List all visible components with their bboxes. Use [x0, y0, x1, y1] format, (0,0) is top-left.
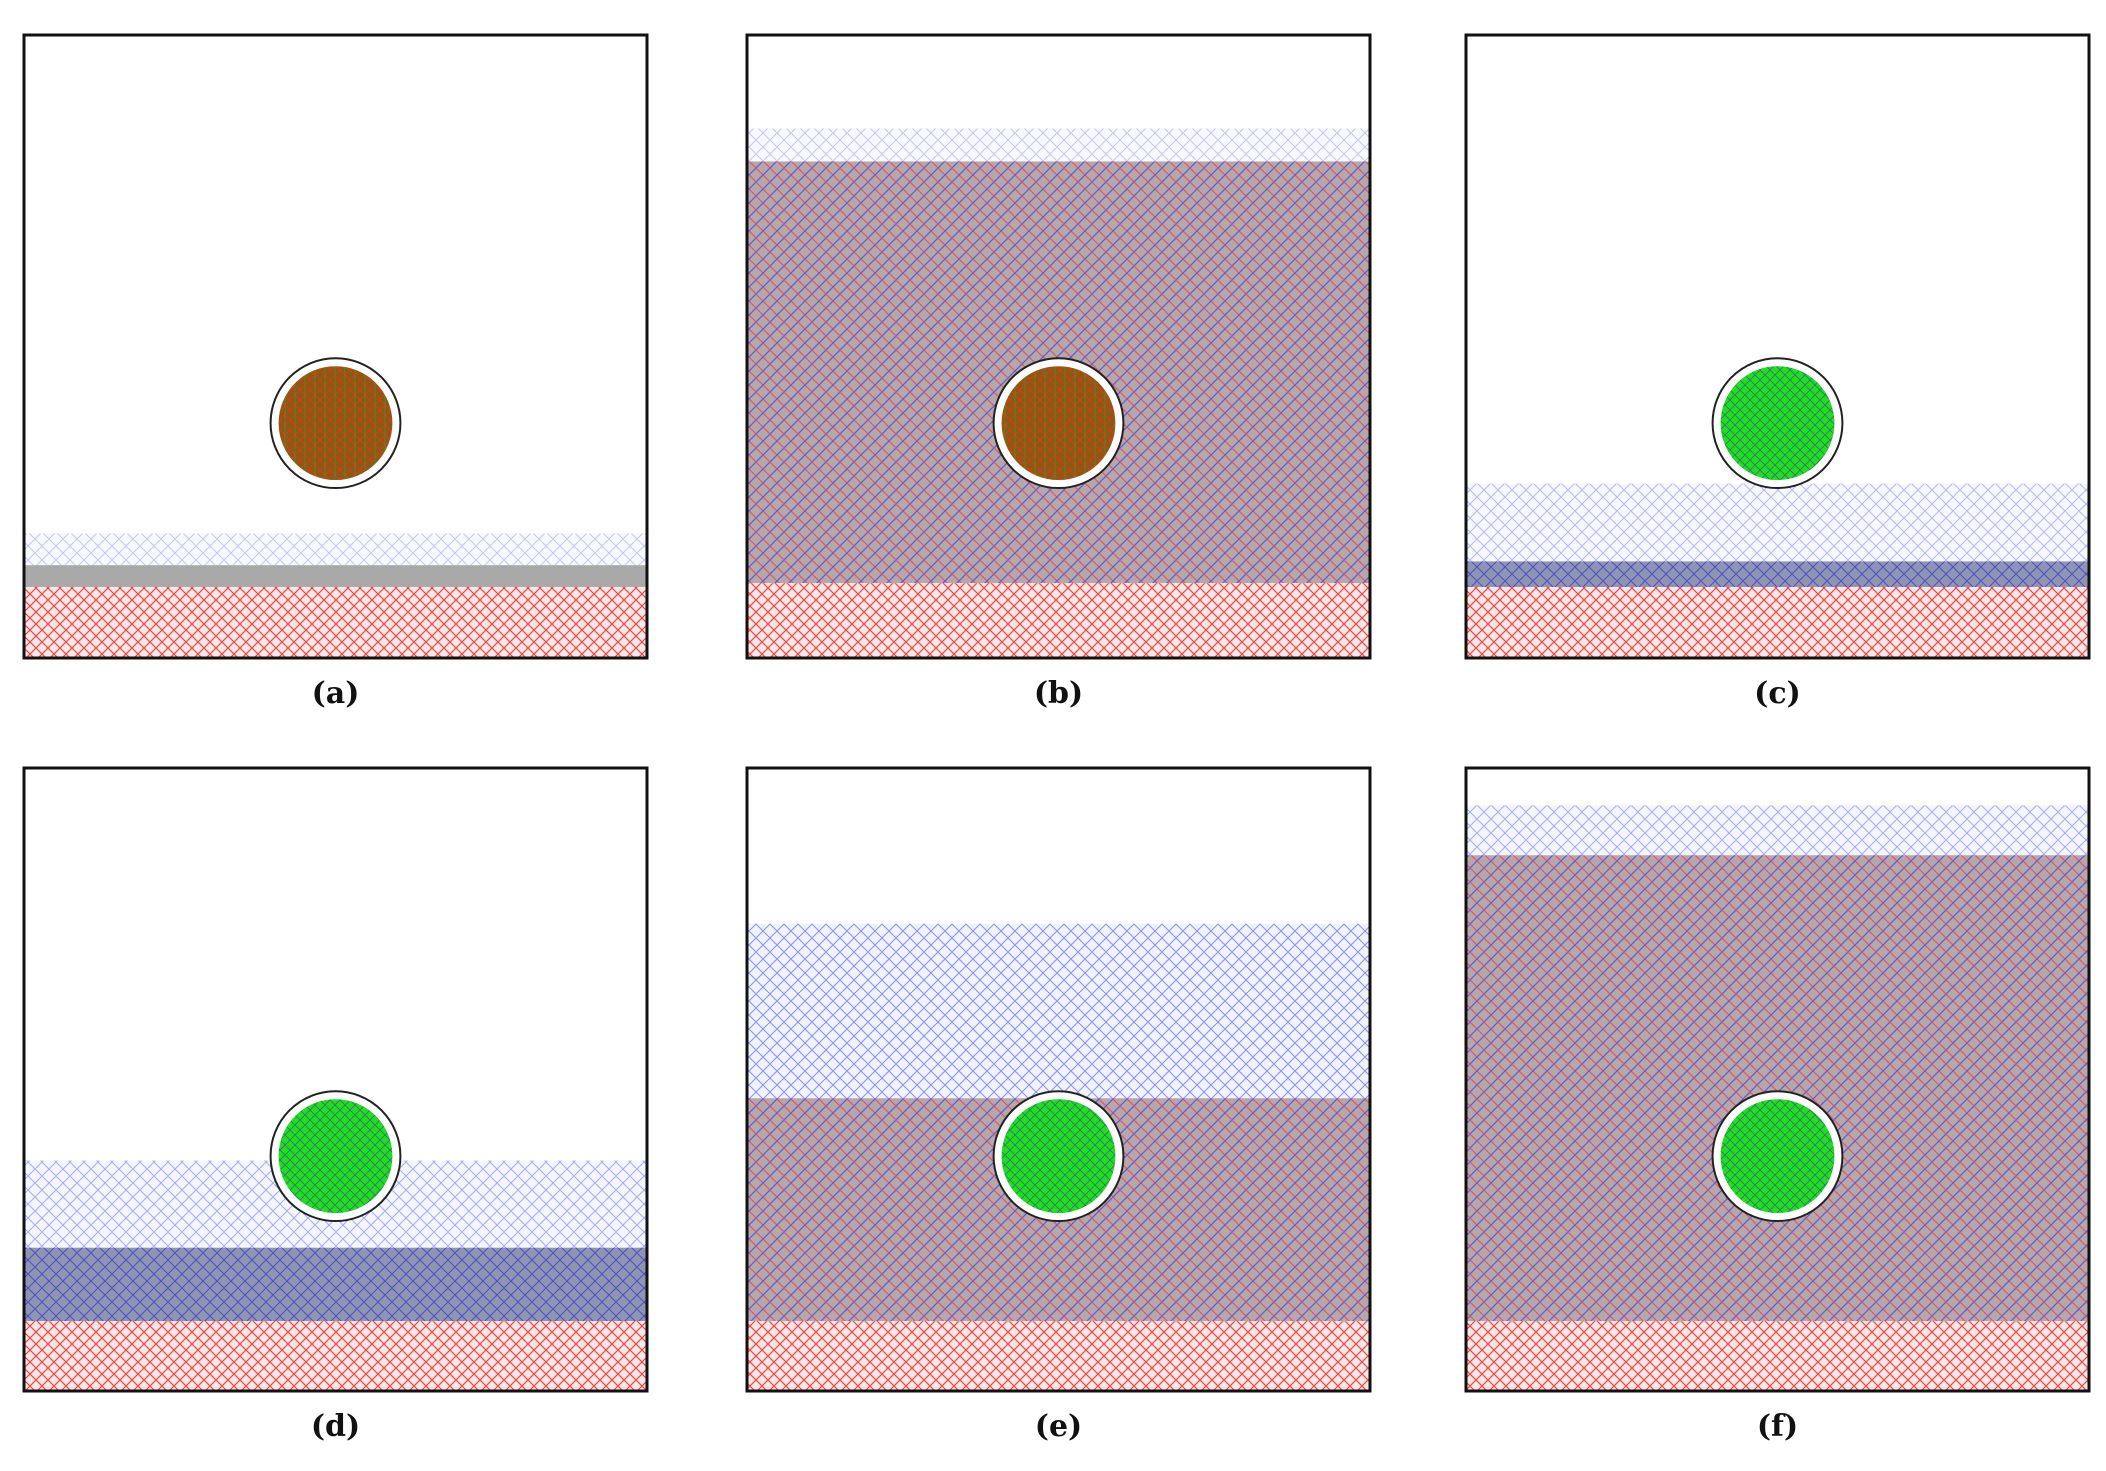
- panel-frame: [1464, 33, 2091, 660]
- panel: (f): [1464, 766, 2091, 1444]
- panel: (b): [745, 33, 1372, 711]
- panel: (c): [1464, 33, 2091, 711]
- fluid-layer: [747, 128, 1370, 162]
- panel: (d): [22, 766, 649, 1444]
- cylinder: [278, 1099, 393, 1214]
- fluid-layer: [1466, 1321, 2089, 1391]
- fluid-layer: [747, 583, 1370, 658]
- panel-frame: [22, 766, 649, 1393]
- cylinder: [1720, 1099, 1835, 1214]
- panel-frame: [1464, 766, 2091, 1393]
- fluid-layer: [1466, 586, 2089, 658]
- panel-frame: [745, 33, 1372, 660]
- cylinder: [1720, 366, 1835, 481]
- fluid-layer: [24, 1321, 647, 1391]
- cylinder: [278, 366, 393, 481]
- fluid-layer: [1466, 483, 2089, 562]
- panel: (a): [22, 33, 649, 711]
- panel-label: (e): [1035, 1409, 1082, 1444]
- panel-label: (a): [312, 676, 360, 711]
- panel-label: (d): [311, 1409, 360, 1444]
- cylinder: [1001, 1099, 1116, 1214]
- panel-label: (b): [1034, 676, 1083, 711]
- fluid-layer: [24, 533, 647, 566]
- panel-label: (c): [1754, 676, 1801, 711]
- fluid-layer: [1466, 805, 2089, 856]
- panel: (e): [745, 766, 1372, 1444]
- fluid-layer: [1466, 855, 2089, 1322]
- fluid-layer: [24, 565, 647, 587]
- fluid-layer: [747, 923, 1370, 1099]
- panel-frame: [745, 766, 1372, 1393]
- fluid-layer: [24, 586, 647, 658]
- cylinder: [1001, 366, 1116, 481]
- panel-label: (f): [1757, 1409, 1798, 1444]
- fluid-layer: [747, 1321, 1370, 1391]
- panel-frame: [22, 33, 649, 660]
- fluid-layer: [24, 1247, 647, 1322]
- fluid-layer: [1466, 561, 2089, 587]
